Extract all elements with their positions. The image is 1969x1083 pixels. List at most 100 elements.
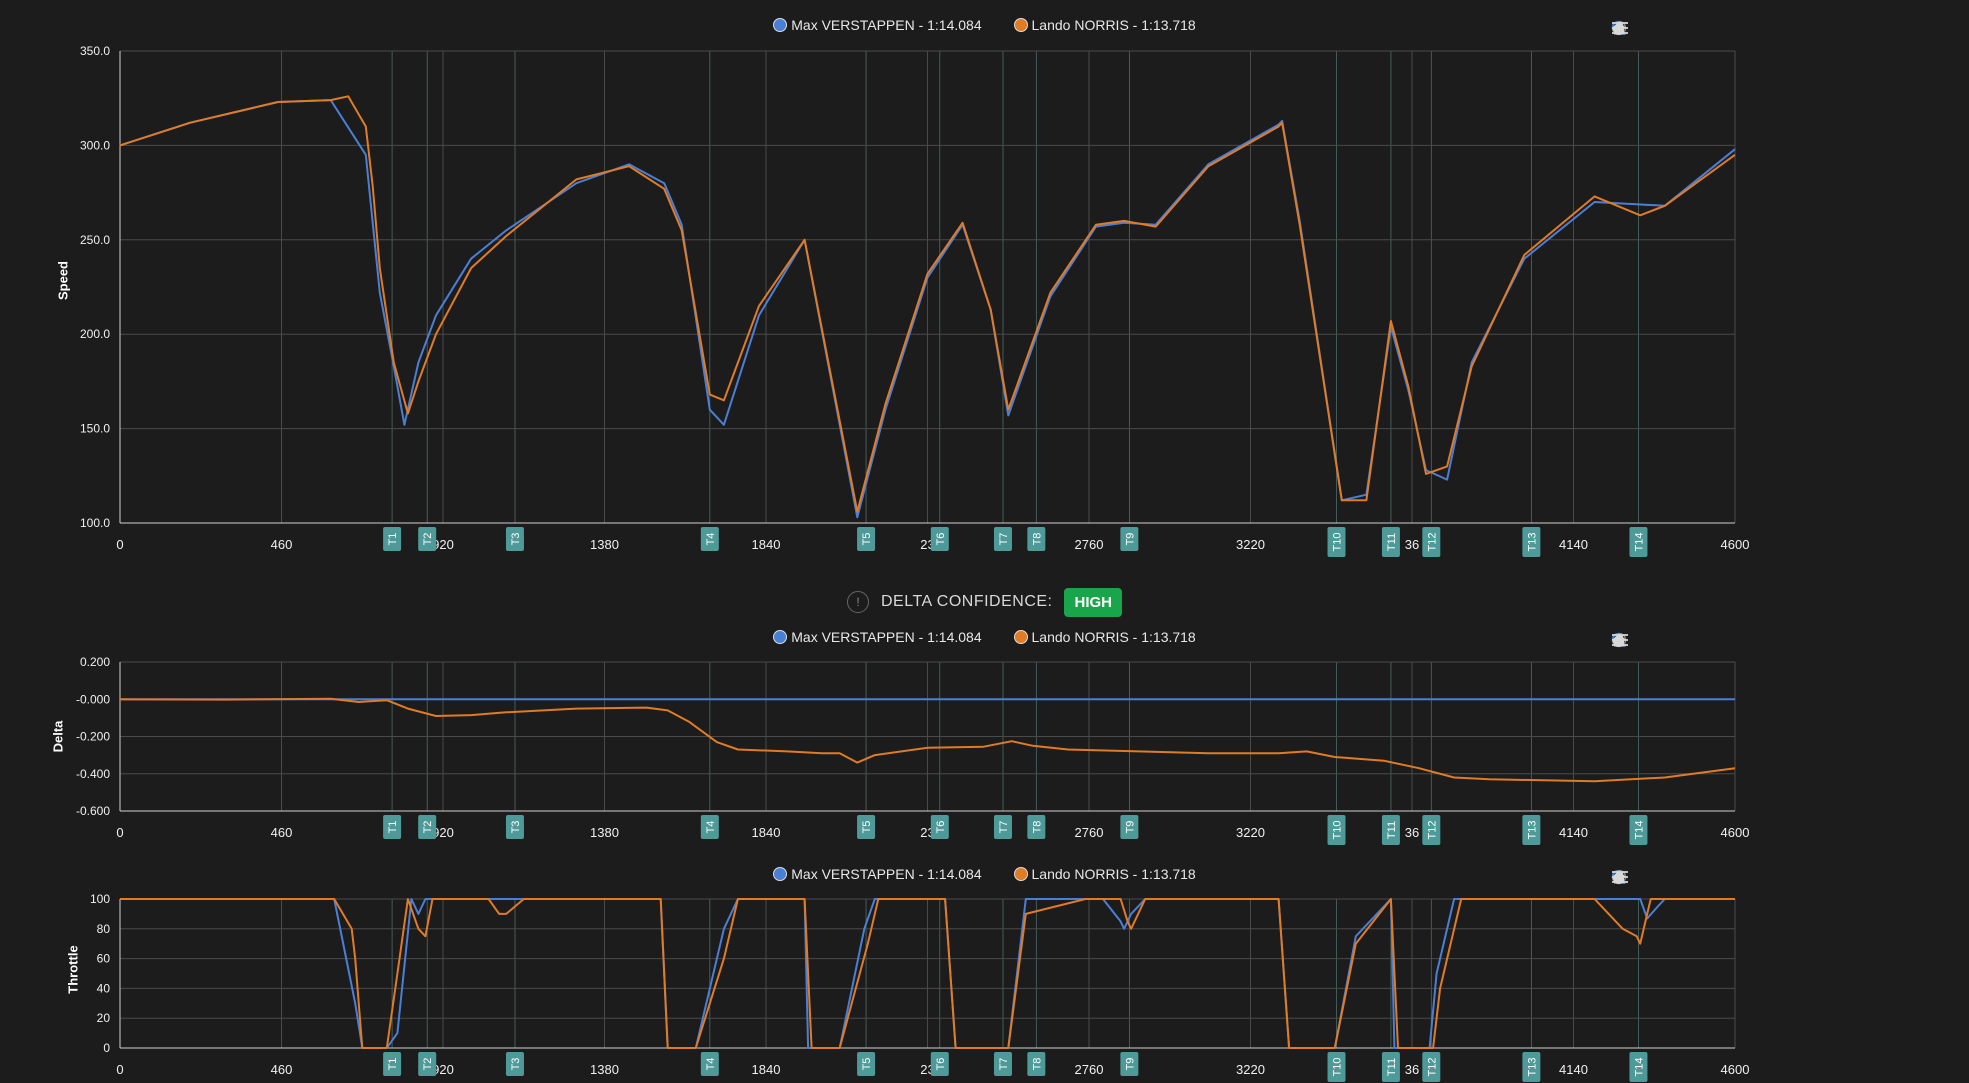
turn-badge-t2[interactable]: T2	[418, 815, 437, 839]
turn-badge-t7[interactable]: T7	[993, 815, 1012, 839]
turn-badge-t4[interactable]: T4	[700, 1052, 719, 1076]
turn-badge-t12[interactable]: T12	[1422, 815, 1441, 845]
menu-icon[interactable]	[1612, 871, 1743, 889]
turn-badge-t5[interactable]: T5	[857, 1052, 876, 1076]
legend-item-norris[interactable]: Lando NORRIS - 1:13.718	[1013, 626, 1196, 648]
turn-badge-t3[interactable]: T3	[505, 1052, 524, 1076]
y-tick-label: -0.000	[76, 692, 110, 706]
turn-badge-label: T3	[510, 1058, 522, 1071]
turn-badge-t13[interactable]: T13	[1522, 527, 1541, 557]
turn-badge-bg	[1422, 527, 1441, 557]
series-line-norris	[120, 898, 1735, 1049]
turn-badge-label: T14	[1633, 533, 1645, 552]
speed-chart-panel: Max VERSTAPPEN - 1:14.084 Lando NORRIS -…	[0, 14, 1969, 557]
turn-badge-t8[interactable]: T8	[1027, 527, 1046, 551]
turn-badge-t9[interactable]: T9	[1120, 815, 1139, 839]
delta-confidence-bar: ! DELTA CONFIDENCE: HIGH	[0, 586, 1969, 618]
turn-badge-t6[interactable]: T6	[930, 527, 949, 551]
legend-label: Max VERSTAPPEN - 1:14.084	[791, 866, 982, 882]
legend-dot-icon	[1013, 867, 1028, 881]
turn-badge-t9[interactable]: T9	[1120, 1052, 1139, 1076]
x-tick-label: 1380	[590, 537, 619, 552]
legend-item-verstappen[interactable]: Max VERSTAPPEN - 1:14.084	[773, 14, 982, 36]
turn-badge-t6[interactable]: T6	[930, 1052, 949, 1076]
turn-badge-bg	[418, 527, 437, 551]
menu-icon[interactable]	[1612, 634, 1743, 652]
turn-badge-bg	[930, 1052, 949, 1076]
series-line-norris	[119, 95, 1736, 513]
info-icon[interactable]: !	[847, 591, 869, 613]
legend-item-norris[interactable]: Lando NORRIS - 1:13.718	[1013, 863, 1196, 885]
turn-badge-t12[interactable]: T12	[1422, 527, 1441, 557]
turn-badge-label: T10	[1332, 821, 1344, 840]
delta-chart-panel: Max VERSTAPPEN - 1:14.084 Lando NORRIS -…	[0, 626, 1969, 845]
turn-badge-label: T7	[998, 533, 1010, 546]
menu-icon[interactable]	[1612, 22, 1743, 40]
turn-badge-t14[interactable]: T14	[1629, 1052, 1648, 1082]
turn-badge-t13[interactable]: T13	[1522, 815, 1541, 845]
turn-badge-bg	[1327, 527, 1346, 557]
turn-badge-label: T14	[1633, 1058, 1645, 1077]
turn-badge-t2[interactable]: T2	[418, 527, 437, 551]
delta-legend: Max VERSTAPPEN - 1:14.084 Lando NORRIS -…	[0, 626, 1969, 648]
turn-badge-t1[interactable]: T1	[383, 1052, 402, 1076]
turn-badge-label: T8	[1031, 1058, 1043, 1071]
turn-badge-bg	[930, 527, 949, 551]
turn-badge-t3[interactable]: T3	[505, 527, 524, 551]
turn-badge-t5[interactable]: T5	[857, 527, 876, 551]
y-tick-label: 80	[97, 922, 111, 936]
series-line-verstappen	[119, 99, 1736, 519]
turn-badge-t2[interactable]: T2	[418, 1052, 437, 1076]
turn-badge-t11[interactable]: T11	[1381, 1052, 1400, 1082]
turn-badge-label: T11	[1386, 1058, 1398, 1076]
y-tick-label: 200.0	[80, 327, 110, 341]
turn-badge-label: T6	[935, 533, 947, 546]
turn-badge-t6[interactable]: T6	[930, 815, 949, 839]
x-tick-label: 4140	[1559, 537, 1588, 552]
turn-badge-t5[interactable]: T5	[857, 815, 876, 839]
turn-badge-label: T9	[1124, 821, 1136, 834]
legend-dot-icon	[1013, 18, 1028, 32]
turn-badge-t12[interactable]: T12	[1422, 1052, 1441, 1082]
turn-badge-t1[interactable]: T1	[383, 527, 402, 551]
turn-badge-bg	[383, 1052, 402, 1076]
turn-badge-label: T2	[422, 1058, 434, 1071]
turn-badge-t14[interactable]: T14	[1629, 815, 1648, 845]
turn-badge-label: T4	[705, 1058, 717, 1071]
turn-badge-t8[interactable]: T8	[1027, 815, 1046, 839]
turn-badge-t7[interactable]: T7	[993, 527, 1012, 551]
legend-item-norris[interactable]: Lando NORRIS - 1:13.718	[1013, 14, 1196, 36]
turn-badge-label: T8	[1031, 533, 1043, 546]
legend-label: Lando NORRIS - 1:13.718	[1031, 629, 1196, 645]
speed-legend: Max VERSTAPPEN - 1:14.084 Lando NORRIS -…	[0, 14, 1969, 36]
turn-badge-bg	[383, 815, 402, 839]
turn-badge-t11[interactable]: T11	[1381, 815, 1400, 845]
turn-badge-label: T9	[1124, 533, 1136, 546]
turn-badge-t10[interactable]: T10	[1327, 527, 1346, 557]
turn-badge-t8[interactable]: T8	[1027, 1052, 1046, 1076]
legend-item-verstappen[interactable]: Max VERSTAPPEN - 1:14.084	[773, 863, 982, 885]
turn-badge-t7[interactable]: T7	[993, 1052, 1012, 1076]
x-tick-label: 460	[271, 537, 293, 552]
turn-badge-t3[interactable]: T3	[505, 815, 524, 839]
turn-badge-t13[interactable]: T13	[1522, 1052, 1541, 1082]
turn-badge-t4[interactable]: T4	[700, 815, 719, 839]
turn-badge-label: T1	[387, 533, 399, 546]
turn-badge-t14[interactable]: T14	[1629, 527, 1648, 557]
turn-badge-bg	[1629, 1052, 1648, 1082]
turn-badge-t11[interactable]: T11	[1381, 527, 1400, 557]
turn-badge-label: T1	[387, 821, 399, 834]
turn-badge-bg	[1522, 815, 1541, 845]
x-tick-label: 920	[432, 1062, 454, 1077]
turn-badge-t4[interactable]: T4	[700, 527, 719, 551]
delta-chart-svg: 0.200 -0.000 -0.200 -0.400 -0.600 0 460 920 1380…	[76, 655, 1749, 845]
turn-badge-bg	[1629, 815, 1648, 845]
turn-badge-t1[interactable]: T1	[383, 815, 402, 839]
legend-item-verstappen[interactable]: Max VERSTAPPEN - 1:14.084	[773, 626, 982, 648]
y-tick-label: 300.0	[80, 138, 110, 152]
turn-badge-label: T1	[387, 1058, 399, 1071]
turn-badge-t10[interactable]: T10	[1327, 1052, 1346, 1082]
turn-badge-label: T9	[1124, 1058, 1136, 1071]
turn-badge-t9[interactable]: T9	[1120, 527, 1139, 551]
turn-badge-t10[interactable]: T10	[1327, 815, 1346, 845]
